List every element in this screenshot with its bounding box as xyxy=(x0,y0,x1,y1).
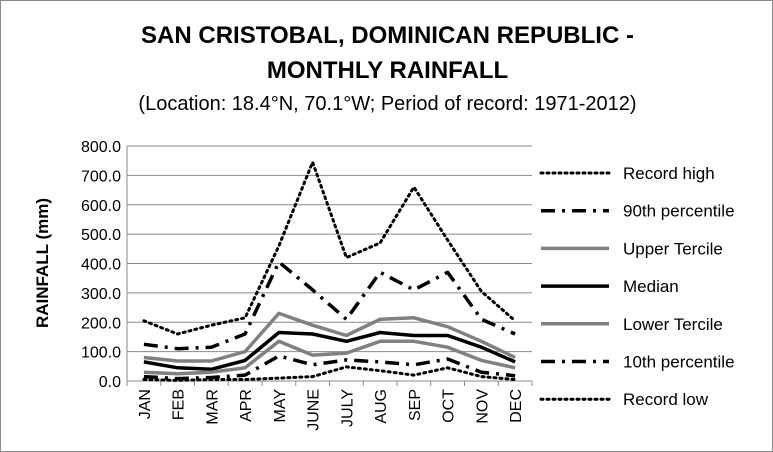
legend-label: 90th percentile xyxy=(623,202,735,221)
chart-title-line2: MONTHLY RAINFALL xyxy=(266,57,509,84)
series-line-upper-tercile xyxy=(143,311,516,363)
y-axis-label: RAINFALL (mm) xyxy=(33,198,52,328)
y-tick-label: 500.0 xyxy=(81,227,121,244)
y-tick-label: 600.0 xyxy=(81,198,121,215)
x-tick-label: JAN xyxy=(137,389,154,419)
x-tick-label: DEC xyxy=(508,389,525,423)
series-line-90th-percentile xyxy=(143,260,516,351)
x-tick-label: OCT xyxy=(441,389,458,423)
x-tick-label: FEB xyxy=(171,389,188,420)
legend-label: 10th percentile xyxy=(623,353,735,372)
chart-title: SAN CRISTOBAL, DOMINICAN REPUBLIC - xyxy=(141,22,634,49)
legend-label: Record low xyxy=(623,390,709,409)
x-tick-label: SEP xyxy=(407,389,424,421)
legend-label: Median xyxy=(623,277,679,296)
legend-label: Upper Tercile xyxy=(623,239,723,258)
y-tick-label: 300.0 xyxy=(81,286,121,303)
legend-label: Record high xyxy=(623,164,715,183)
x-tick-label: APR xyxy=(238,389,255,422)
chart-subtitle: (Location: 18.4°N, 70.1°W; Period of rec… xyxy=(138,93,637,115)
series-line-10th-percentile xyxy=(143,354,516,381)
y-tick-label: 800.0 xyxy=(81,139,121,156)
x-tick-label: MAY xyxy=(272,389,289,423)
y-tick-label: 0.0 xyxy=(99,374,121,391)
y-tick-label: 200.0 xyxy=(81,315,121,332)
series-line-record-high xyxy=(142,160,517,336)
y-tick-label: 100.0 xyxy=(81,345,121,362)
series-line-record-low xyxy=(142,365,517,382)
series-line-median xyxy=(143,330,516,372)
y-tick-label: 400.0 xyxy=(81,257,121,274)
x-tick-label: JULY xyxy=(339,389,356,427)
x-tick-label: JUNE xyxy=(306,389,323,431)
x-tick-label: NOV xyxy=(474,389,491,424)
y-tick-label: 700.0 xyxy=(81,168,121,185)
series-line-lower-tercile xyxy=(143,339,516,376)
x-tick-label: MAR xyxy=(204,389,221,425)
x-tick-label: AUG xyxy=(373,389,390,424)
legend-label: Lower Tercile xyxy=(623,315,723,334)
